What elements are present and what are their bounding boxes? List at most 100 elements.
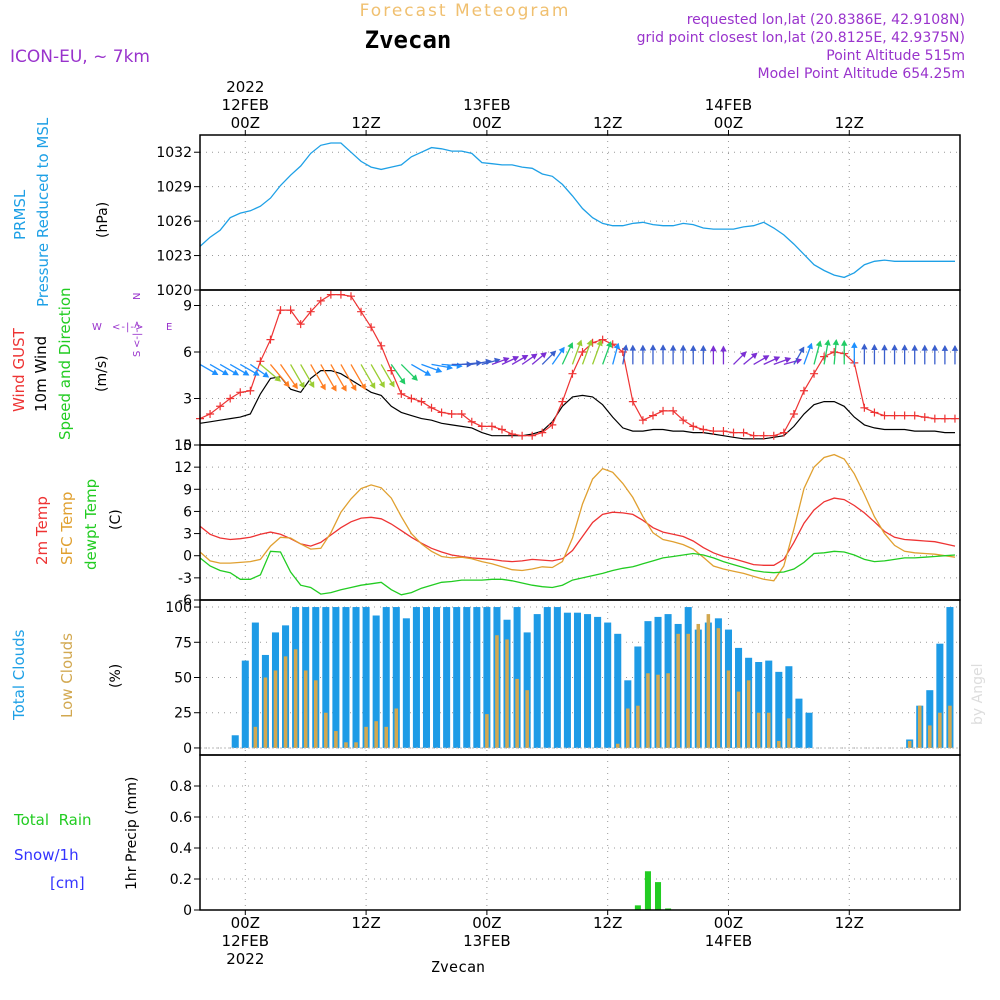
gust-point xyxy=(769,431,778,440)
total-cloud-bar xyxy=(362,607,370,748)
wind-arrow-head xyxy=(824,339,831,346)
wind-arrow-head xyxy=(649,344,657,351)
wind-arrow-head xyxy=(941,344,949,351)
low-cloud-bar xyxy=(928,725,932,748)
total-cloud-bar xyxy=(352,607,360,748)
wind-arrow-head xyxy=(586,339,593,347)
total-cloud-bar xyxy=(251,622,259,748)
time-label-top: 12FEB xyxy=(222,96,269,114)
wind-arrow xyxy=(279,364,298,390)
wind-arrow-head xyxy=(502,356,510,364)
total-cloud-bar xyxy=(543,607,551,748)
gust-point xyxy=(759,431,768,440)
total-cloud-bar xyxy=(332,607,340,748)
wind-arrow-head xyxy=(558,346,565,354)
wind-labels: Wind GUST 10m Wind Speed and Direction (… xyxy=(10,287,172,440)
prmsl-unit: (hPa) xyxy=(95,202,111,238)
wind-arrow-head xyxy=(832,339,840,346)
wind-arrow-head xyxy=(378,381,385,388)
gust-point xyxy=(628,397,637,406)
wind-arrow xyxy=(259,363,282,382)
wind-arrow-head xyxy=(319,383,326,391)
wind-arrow-head xyxy=(795,357,803,365)
wind-arrow xyxy=(199,363,219,376)
wind-arrow-head xyxy=(861,343,868,350)
t2m-line xyxy=(199,497,956,566)
wind-arrow-head xyxy=(388,380,395,388)
time-label-top: 2022 xyxy=(226,78,264,96)
gust-point xyxy=(336,290,345,299)
y-tick-label: 6 xyxy=(183,345,192,361)
wind-arrow-head xyxy=(360,383,366,391)
wind-10m-line xyxy=(199,370,955,440)
low-cloud-bar xyxy=(344,742,348,748)
wind-arrow xyxy=(803,342,813,365)
low-cloud-bar xyxy=(615,743,620,748)
gust-point xyxy=(497,425,506,434)
wind-arrow xyxy=(521,353,538,365)
low-cloud-bar xyxy=(907,740,912,748)
wind-arrow-head xyxy=(274,375,282,382)
total-cloud-bar xyxy=(312,607,320,748)
low-cloud-bar xyxy=(766,712,771,748)
wind-arrow xyxy=(320,364,337,392)
wind-arrow-head xyxy=(901,344,908,351)
panels: 102010231026102910320369-6-3036912150255… xyxy=(156,134,961,919)
wind-arrow xyxy=(851,341,858,365)
total-cloud-bar xyxy=(392,607,400,748)
time-label-bottom: 12Z xyxy=(351,914,380,932)
gust-point xyxy=(940,414,949,423)
wind-arrow xyxy=(743,352,758,365)
prmsl-sub-label: Pressure Reduced to MSL xyxy=(34,117,52,307)
requested-coords: requested lon,lat (20.8386E, 42.9108N) xyxy=(687,12,965,28)
wind-arrow xyxy=(229,363,250,376)
wind-arrow-head xyxy=(720,345,727,352)
y-tick-label: 75 xyxy=(174,635,192,651)
total-cloud-bar xyxy=(573,612,582,748)
low-cloud-bar xyxy=(666,673,670,748)
low-cloud-bar xyxy=(253,726,258,748)
low-cloud-bar xyxy=(938,712,942,748)
gust-point xyxy=(206,410,215,418)
wind-arrow xyxy=(832,339,840,365)
gust-point xyxy=(920,413,929,422)
wind-label: 10m Wind xyxy=(32,336,50,412)
total-cloud-bar xyxy=(241,660,249,748)
y-tick-label: 0.4 xyxy=(170,841,192,857)
wind-arrow xyxy=(911,344,918,365)
low-cloud-bar xyxy=(716,628,721,748)
wind-arrow xyxy=(511,354,529,365)
wind-arrow xyxy=(763,356,781,365)
gust-point xyxy=(789,410,798,418)
wind-arrow xyxy=(269,363,290,388)
wind-arrow-head xyxy=(815,340,823,347)
total-cloud-bar xyxy=(483,607,491,748)
cloud-labels: Total Clouds Low Clouds (%) xyxy=(10,629,124,721)
wind-arrow xyxy=(541,350,557,365)
total-cloud-bar xyxy=(382,607,390,748)
wind-arrow-shaft xyxy=(320,364,337,392)
gust-point xyxy=(477,422,486,431)
wind-compass: N <-|-> S W <-|-> E xyxy=(92,293,172,357)
model-label: ICON-EU, ~ 7km xyxy=(10,47,150,67)
wind-arrow-head xyxy=(629,344,637,351)
wind-arrow-head xyxy=(369,382,376,390)
total-cloud-bar xyxy=(563,612,571,748)
y-tick-label: 0 xyxy=(183,741,192,757)
low-cloud-bar xyxy=(656,674,660,748)
compass-n: N xyxy=(132,293,143,300)
gust-point xyxy=(357,307,366,316)
low-cloud-bar xyxy=(746,680,751,748)
y-tick-label: 1026 xyxy=(156,214,192,230)
low-cloud-bar xyxy=(726,670,731,748)
low-cloud-bar xyxy=(263,677,268,748)
rain-bar xyxy=(644,871,651,910)
wind-arrow xyxy=(679,344,687,365)
total-cloud-bar xyxy=(634,646,642,748)
y-tick-label: 25 xyxy=(174,706,192,722)
gust-point xyxy=(467,417,476,426)
wind-arrow-head xyxy=(750,352,758,359)
rain-label: Total Rain xyxy=(13,811,92,829)
